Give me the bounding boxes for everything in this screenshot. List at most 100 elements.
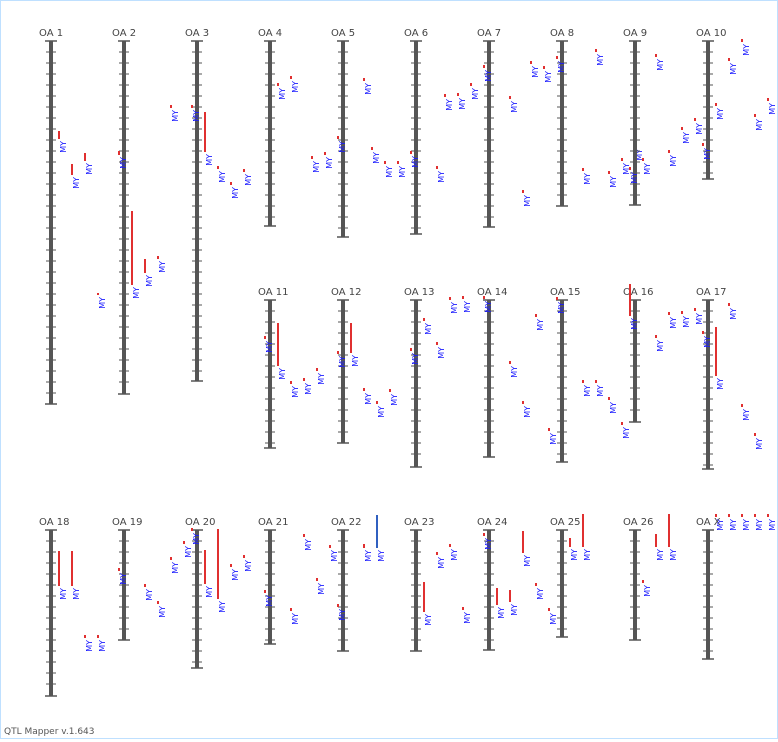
qtl-label: MY xyxy=(278,88,287,100)
qtl-label: MY xyxy=(484,70,493,82)
qtl-interval xyxy=(556,56,558,59)
qtl-interval xyxy=(530,61,532,64)
qtl-interval xyxy=(595,380,597,383)
qtl-interval xyxy=(621,158,623,161)
qtl-interval xyxy=(277,323,279,366)
qtl-interval xyxy=(157,256,159,259)
qtl-interval xyxy=(449,297,451,300)
qtl-interval xyxy=(230,564,232,567)
chromosome-label: OA 6 xyxy=(404,28,428,39)
chromosome-axis xyxy=(706,300,710,469)
qtl-label: MY xyxy=(338,356,347,368)
qtl-interval xyxy=(483,296,485,299)
qtl-interval xyxy=(754,514,756,517)
qtl-interval xyxy=(290,608,292,611)
qtl-interval xyxy=(84,635,86,638)
qtl-interval xyxy=(410,348,412,351)
qtl-label: MY xyxy=(510,366,519,378)
qtl-label: MY xyxy=(583,549,592,561)
chromosome-label: OA 26 xyxy=(623,517,653,528)
qtl-label: MY xyxy=(437,347,446,359)
qtl-interval xyxy=(363,78,365,81)
qtl-interval xyxy=(569,538,571,547)
chromosome-label: OA 1 xyxy=(39,28,63,39)
chromosome-label: OA 13 xyxy=(404,287,434,298)
chromosome-group: OA 23 MY MY MY MY xyxy=(404,517,472,652)
qtl-label: MY xyxy=(364,393,373,405)
qtl-interval xyxy=(556,297,558,300)
qtl-label: MY xyxy=(458,98,467,110)
chromosome-group: OA 18 MY MY MY MY xyxy=(39,517,107,697)
qtl-interval xyxy=(462,296,464,299)
qtl-interval xyxy=(668,312,670,315)
qtl-interval xyxy=(621,422,623,425)
qtl-interval xyxy=(144,584,146,587)
qtl-interval xyxy=(655,54,657,57)
qtl-interval xyxy=(316,578,318,581)
qtl-interval xyxy=(582,514,584,547)
qtl-interval xyxy=(715,103,717,106)
chromosome-label: OA 4 xyxy=(258,28,282,39)
qtl-label: MY xyxy=(192,533,201,545)
qtl-interval xyxy=(170,105,172,108)
qtl-label: MY xyxy=(768,103,777,115)
qtl-interval xyxy=(97,635,99,638)
qtl-interval xyxy=(595,49,597,52)
qtl-label: MY xyxy=(231,187,240,199)
chromosome-axis xyxy=(341,41,345,237)
qtl-label: MY xyxy=(630,318,639,330)
chromosome-group: OA 11 MY MY MY MY MY xyxy=(258,287,326,449)
qtl-interval xyxy=(728,514,730,517)
qtl-interval xyxy=(290,76,292,79)
qtl-label: MY xyxy=(523,555,532,567)
qtl-label: MY xyxy=(184,546,193,558)
qtl-interval xyxy=(767,98,769,101)
qtl-interval xyxy=(741,39,743,42)
qtl-interval xyxy=(449,544,451,547)
chromosome-group: OA 2 MY MY MY MY MY xyxy=(112,28,180,395)
chromosome-group: OA 6 MY MY MY MY MY xyxy=(371,28,446,235)
chromosome-group: OA 12 MY MY MY MY MY xyxy=(331,287,399,444)
qtl-interval xyxy=(277,83,279,86)
qtl-label: MY xyxy=(669,317,678,329)
qtl-label: MY xyxy=(656,549,665,561)
qtl-interval xyxy=(290,381,292,384)
chromosome-label: OA 10 xyxy=(696,28,726,39)
qtl-interval xyxy=(144,259,146,273)
qtl-label: MY xyxy=(716,378,725,390)
qtl-label: MY xyxy=(205,586,214,598)
qtl-label: MY xyxy=(669,549,678,561)
qtl-label: MY xyxy=(669,155,678,167)
qtl-label: MY xyxy=(609,176,618,188)
chromosome-label: OA 3 xyxy=(185,28,209,39)
qtl-label: MY xyxy=(742,519,751,531)
qtl-label: MY xyxy=(377,550,386,562)
qtl-interval xyxy=(462,607,464,610)
chromosome-group: OA 10 MY MY MY MY MY MY xyxy=(696,28,777,180)
qtl-interval xyxy=(668,150,670,153)
chromosome-axis xyxy=(706,41,710,179)
qtl-label: MY xyxy=(330,550,339,562)
qtl-interval xyxy=(436,166,438,169)
qtl-interval xyxy=(410,151,412,154)
qtl-label: MY xyxy=(119,573,128,585)
qtl-label: MY xyxy=(265,595,274,607)
qtl-interval xyxy=(642,580,644,583)
chromosome-group: OA 22 MY MY MY xyxy=(331,515,386,652)
qtl-interval xyxy=(58,131,60,139)
qtl-interval xyxy=(183,541,185,544)
qtl-interval xyxy=(522,401,524,404)
qtl-label: MY xyxy=(463,612,472,624)
chromosome-axis xyxy=(414,530,418,651)
qtl-interval xyxy=(754,433,756,436)
chromosome-label: OA 20 xyxy=(185,517,215,528)
qtl-interval xyxy=(715,514,717,517)
qtl-interval xyxy=(681,127,683,130)
qtl-interval xyxy=(754,114,756,117)
chromosome-group: OA 24 MY MY MY MY MY MY xyxy=(477,517,558,651)
qtl-label: MY xyxy=(484,301,493,313)
qtl-interval xyxy=(629,167,631,170)
qtl-interval xyxy=(264,336,266,339)
